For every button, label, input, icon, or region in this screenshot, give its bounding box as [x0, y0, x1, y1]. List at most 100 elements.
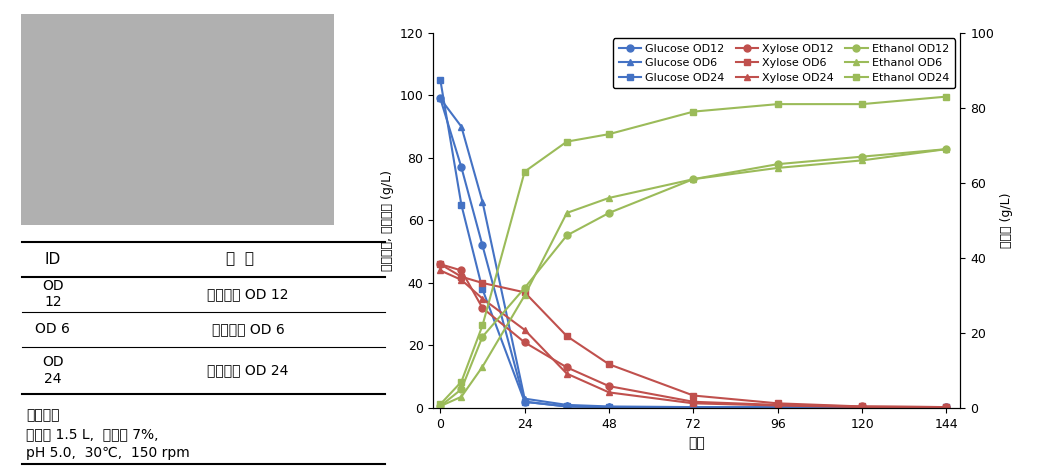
Glucose OD12	[941, 405, 953, 410]
Text: 조  건: 조 건	[227, 252, 255, 266]
Y-axis label: 글루코스, 자일로스 (g/L): 글루코스, 자일로스 (g/L)	[381, 170, 394, 271]
Glucose OD12	[772, 405, 784, 410]
Ethanol OD6	[772, 165, 784, 171]
Ethanol OD24	[434, 401, 447, 407]
Xylose OD24	[772, 403, 784, 408]
Xylose OD24	[941, 405, 953, 410]
Text: 종균농도 OD 6: 종균농도 OD 6	[212, 323, 284, 336]
Glucose OD12	[561, 404, 573, 409]
Ethanol OD24	[687, 109, 699, 114]
Xylose OD6	[941, 404, 953, 410]
Ethanol OD24	[941, 94, 953, 99]
Glucose OD24	[856, 405, 869, 410]
Ethanol OD12	[941, 146, 953, 152]
Glucose OD12	[455, 165, 468, 170]
Glucose OD6	[772, 405, 784, 410]
Text: ID: ID	[45, 252, 61, 266]
Xylose OD12	[856, 404, 869, 409]
Glucose OD24	[561, 404, 573, 409]
Line: Glucose OD24: Glucose OD24	[436, 76, 950, 411]
Xylose OD6	[476, 280, 489, 286]
Xylose OD12	[941, 404, 953, 410]
Xylose OD6	[687, 393, 699, 398]
Ethanol OD12	[602, 210, 615, 216]
X-axis label: 시간: 시간	[688, 436, 706, 450]
Glucose OD6	[476, 199, 489, 204]
Glucose OD12	[602, 404, 615, 410]
Ethanol OD12	[519, 285, 531, 291]
Xylose OD24	[455, 277, 468, 283]
Ethanol OD6	[941, 146, 953, 152]
Ethanol OD24	[856, 101, 869, 107]
Ethanol OD12	[687, 176, 699, 182]
Glucose OD6	[519, 396, 531, 401]
Xylose OD24	[561, 371, 573, 377]
Xylose OD12	[772, 402, 784, 408]
Xylose OD6	[772, 401, 784, 406]
Text: 공통조건: 공통조건	[26, 408, 60, 422]
Ethanol OD6	[561, 210, 573, 216]
Text: pH 5.0,  30℃,  150 rpm: pH 5.0, 30℃, 150 rpm	[26, 446, 190, 460]
Glucose OD6	[856, 405, 869, 410]
Line: Xylose OD6: Xylose OD6	[436, 261, 950, 410]
Glucose OD12	[434, 96, 447, 101]
Glucose OD12	[476, 242, 489, 248]
Ethanol OD6	[519, 293, 531, 298]
Ethanol OD6	[602, 195, 615, 201]
Xylose OD12	[455, 268, 468, 273]
Xylose OD24	[856, 404, 869, 410]
Ethanol OD24	[561, 139, 573, 144]
Ethanol OD24	[772, 101, 784, 107]
Glucose OD24	[434, 77, 447, 83]
Ethanol OD6	[856, 158, 869, 163]
Xylose OD24	[476, 296, 489, 302]
Line: Ethanol OD24: Ethanol OD24	[436, 93, 950, 408]
Ethanol OD24	[602, 131, 615, 137]
Line: Xylose OD12: Xylose OD12	[436, 261, 950, 410]
Text: 당화액 1.5 L,  접종량 7%,: 당화액 1.5 L, 접종량 7%,	[26, 427, 159, 441]
Ethanol OD12	[772, 161, 784, 167]
Xylose OD12	[687, 399, 699, 405]
Xylose OD24	[602, 390, 615, 395]
Glucose OD6	[687, 404, 699, 410]
Text: 종균농도 OD 24: 종균농도 OD 24	[208, 363, 289, 378]
Line: Ethanol OD12: Ethanol OD12	[436, 146, 950, 409]
Glucose OD6	[941, 405, 953, 410]
Ethanol OD6	[687, 176, 699, 182]
Xylose OD12	[602, 383, 615, 389]
Xylose OD12	[519, 340, 531, 345]
Glucose OD24	[455, 202, 468, 208]
Line: Xylose OD24: Xylose OD24	[436, 267, 950, 411]
Xylose OD6	[455, 274, 468, 280]
Glucose OD24	[519, 399, 531, 405]
Glucose OD24	[941, 405, 953, 410]
Glucose OD6	[602, 404, 615, 409]
Y-axis label: 에타놀 (g/L): 에타놀 (g/L)	[1000, 193, 1013, 248]
Ethanol OD24	[455, 379, 468, 385]
Ethanol OD12	[561, 233, 573, 238]
Xylose OD6	[856, 404, 869, 409]
Ethanol OD6	[434, 403, 447, 409]
Text: 종균농도 OD 12: 종균농도 OD 12	[208, 287, 289, 301]
Glucose OD12	[519, 399, 531, 405]
Ethanol OD24	[476, 323, 489, 328]
Text: OD
12: OD 12	[42, 279, 64, 310]
Glucose OD12	[856, 405, 869, 410]
Glucose OD24	[687, 405, 699, 410]
Ethanol OD6	[476, 364, 489, 370]
Glucose OD6	[561, 402, 573, 408]
Glucose OD6	[455, 124, 468, 129]
Xylose OD24	[519, 327, 531, 333]
Xylose OD6	[561, 333, 573, 339]
Glucose OD24	[602, 404, 615, 410]
Xylose OD24	[434, 268, 447, 273]
Xylose OD12	[476, 305, 489, 311]
Ethanol OD12	[455, 386, 468, 392]
Legend: Glucose OD12, Glucose OD6, Glucose OD24, Xylose OD12, Xylose OD6, Xylose OD24, E: Glucose OD12, Glucose OD6, Glucose OD24,…	[613, 38, 955, 88]
Xylose OD6	[602, 362, 615, 367]
Xylose OD6	[519, 289, 531, 295]
Xylose OD6	[434, 261, 447, 267]
Ethanol OD24	[519, 169, 531, 174]
Xylose OD12	[561, 364, 573, 370]
Glucose OD24	[772, 405, 784, 410]
